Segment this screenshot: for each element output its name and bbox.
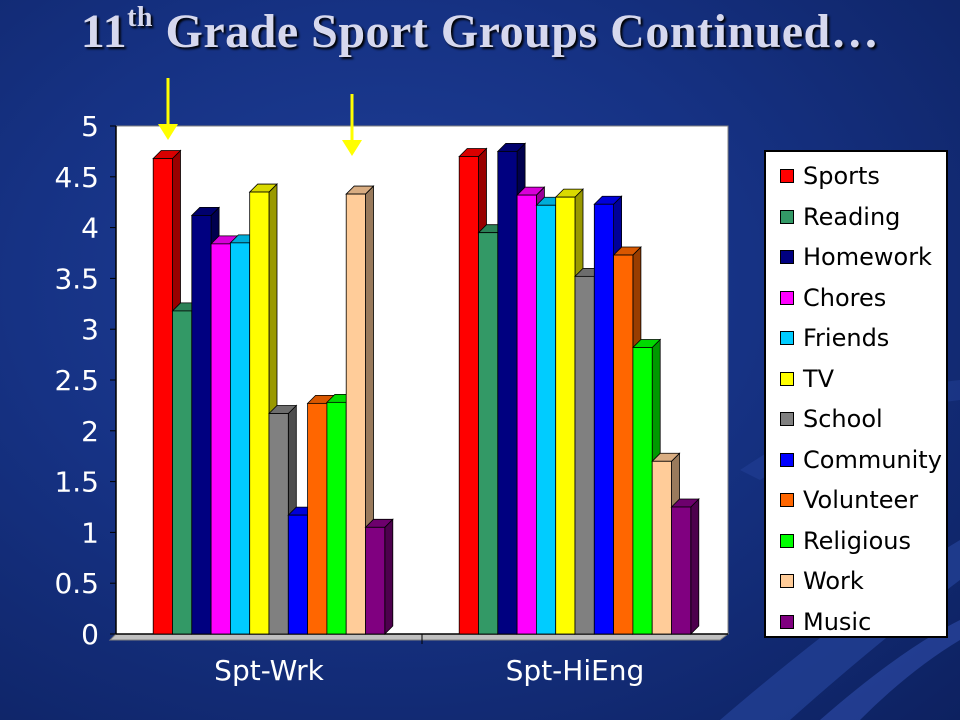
legend-swatch [780, 614, 794, 629]
legend-label: Work [803, 567, 864, 596]
bar [536, 204, 557, 635]
y-tick-label: 1 [81, 516, 99, 549]
bar [632, 347, 653, 635]
legend-swatch [780, 371, 794, 386]
legend-swatch [780, 574, 794, 589]
legend-swatch [780, 209, 794, 224]
annotation-arrow-sports [158, 78, 178, 140]
bar [249, 191, 270, 635]
y-tick-label: 0.5 [54, 567, 99, 600]
legend-item: Music [766, 602, 946, 643]
bar [574, 275, 595, 635]
bar-side [384, 518, 394, 635]
y-tick-label: 5 [81, 110, 99, 143]
bar [210, 243, 231, 635]
bar [458, 156, 479, 635]
bar [172, 310, 193, 635]
y-tick-label: 3 [81, 313, 99, 346]
legend-item: Chores [766, 278, 946, 319]
legend-label: Music [803, 607, 872, 636]
legend-swatch [780, 169, 794, 184]
legend-item: Homework [766, 237, 946, 278]
y-tick-label: 2 [81, 415, 99, 448]
legend-item: Sports [766, 156, 946, 197]
legend-item: Community [766, 440, 946, 481]
slide-title: 11th Grade Sport Groups Continued… [0, 2, 960, 59]
bar [307, 402, 328, 635]
bar [326, 401, 347, 635]
legend-item: Friends [766, 318, 946, 359]
legend-label: School [803, 405, 883, 434]
legend-label: Religious [803, 526, 911, 555]
bar [555, 196, 576, 635]
legend-item: Religious [766, 521, 946, 562]
bar [593, 203, 614, 635]
y-tick-label: 2.5 [54, 364, 99, 397]
legend-label: Reading [803, 202, 901, 231]
legend-label: Friends [803, 324, 890, 353]
y-tick-label: 3.5 [54, 262, 99, 295]
legend-swatch [780, 533, 794, 548]
title-rest: Grade Sport Groups Continued… [153, 5, 880, 58]
legend-swatch [780, 452, 794, 467]
legend-swatch [780, 250, 794, 265]
bar [613, 254, 634, 635]
legend-item: Work [766, 561, 946, 602]
legend-item: TV [766, 359, 946, 400]
x-tick-label: Spt-Wrk [214, 654, 324, 687]
legend-swatch [780, 412, 794, 427]
bar [229, 242, 251, 635]
y-tick-label: 1.5 [54, 466, 99, 499]
chart-legend: Sports Reading Homework Chores Friends TV Scho… [764, 150, 948, 638]
bar [497, 150, 518, 635]
legend-label: TV [803, 364, 835, 393]
y-tick-label: 0 [81, 618, 99, 651]
legend-swatch [780, 331, 794, 346]
bar [345, 193, 366, 635]
legend-item: School [766, 399, 946, 440]
y-tick-label: 4.5 [54, 161, 99, 194]
plot-floor [108, 633, 730, 641]
x-tick-label: Spt-HiEng [506, 654, 645, 687]
bar [152, 158, 173, 635]
bar [516, 194, 537, 635]
bar [671, 506, 692, 635]
legend-label: Chores [803, 283, 887, 312]
bar [191, 215, 212, 635]
legend-label: Sports [803, 162, 880, 191]
legend-label: Volunteer [803, 486, 919, 515]
bar [365, 526, 386, 635]
legend-swatch [780, 493, 794, 508]
bar-side [690, 498, 700, 635]
legend-label: Community [803, 445, 942, 474]
title-main: 11 [80, 5, 128, 58]
title-superscript: th [127, 2, 154, 33]
bar [651, 460, 672, 635]
bar [287, 514, 308, 635]
legend-item: Volunteer [766, 480, 946, 521]
bar [268, 413, 289, 635]
y-tick-label: 4 [81, 212, 99, 245]
legend-item: Reading [766, 197, 946, 238]
legend-swatch [780, 290, 794, 305]
bar [478, 232, 499, 635]
annotation-arrow-work [342, 94, 362, 156]
legend-label: Homework [803, 243, 932, 272]
